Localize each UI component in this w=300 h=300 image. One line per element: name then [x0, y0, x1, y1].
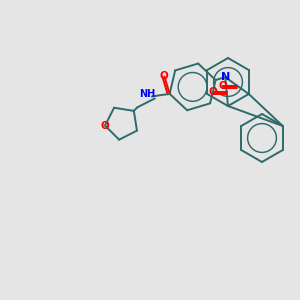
Text: O: O — [219, 81, 227, 91]
Text: O: O — [159, 70, 168, 81]
Text: O: O — [208, 87, 217, 97]
Text: N: N — [220, 72, 230, 82]
Text: NH: NH — [139, 89, 155, 100]
Text: O: O — [100, 121, 109, 130]
